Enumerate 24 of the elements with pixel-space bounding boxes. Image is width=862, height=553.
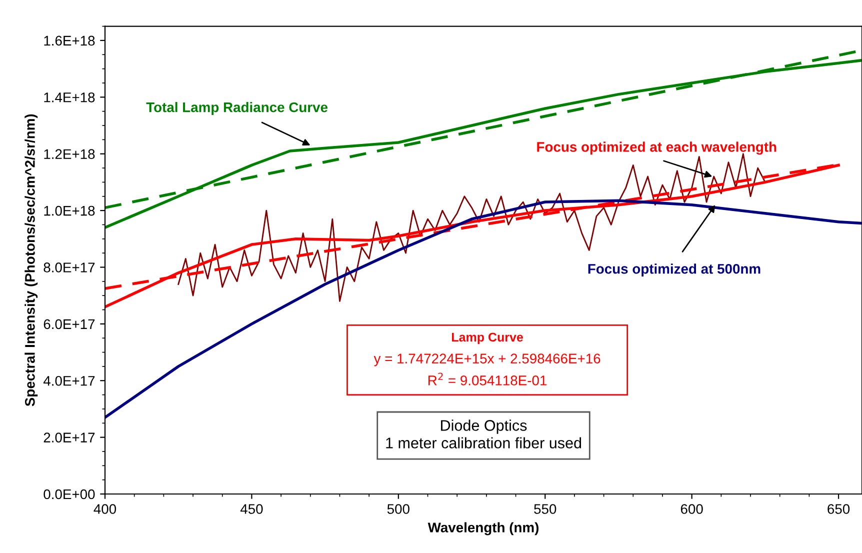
x-tick-label: 550 xyxy=(534,504,556,514)
x-tick-label: 650 xyxy=(828,504,850,514)
y-tick-label: 6.0E+17 xyxy=(44,319,95,330)
y-tick-label: 4.0E+17 xyxy=(43,376,95,386)
annotation: Total Lamp Radiance Curve xyxy=(146,102,328,115)
y-tick-label: 2.0E+17 xyxy=(44,432,95,442)
annotation: R$^{2}$ = 9.054118E-01 xyxy=(428,372,546,386)
x-tick-label: 400 xyxy=(94,504,116,514)
x-axis-title: Wavelength (nm) xyxy=(428,522,538,536)
y-tick-label: 1.6E+18 xyxy=(44,36,95,46)
annotation: Lamp Curve xyxy=(452,332,523,344)
y-tick-label: 1.2E+18 xyxy=(44,149,95,160)
annotation: y = 1.747224E+15x + 2.598466E+16 xyxy=(374,354,600,366)
y-axis-title: Spectral Intensity (Photons/sec/cm^2/sr/nm) xyxy=(24,114,38,406)
annotation: Focus optimized at each wavelength xyxy=(537,142,776,155)
y-tick-label: 0.0E+00 xyxy=(44,489,95,500)
x-tick-label: 600 xyxy=(680,504,703,514)
y-tick-label: 1.4E+18 xyxy=(44,92,95,102)
x-tick-label: 500 xyxy=(387,504,410,514)
x-tick-label: 450 xyxy=(240,504,263,514)
annotation: Focus optimized at 500nm xyxy=(588,264,760,277)
y-tick-label: 8.0E+17 xyxy=(44,262,95,272)
y-tick-label: 1.0E+18 xyxy=(44,206,95,216)
annotation: Diode Optics 1 meter calibration fiber used xyxy=(386,420,582,448)
